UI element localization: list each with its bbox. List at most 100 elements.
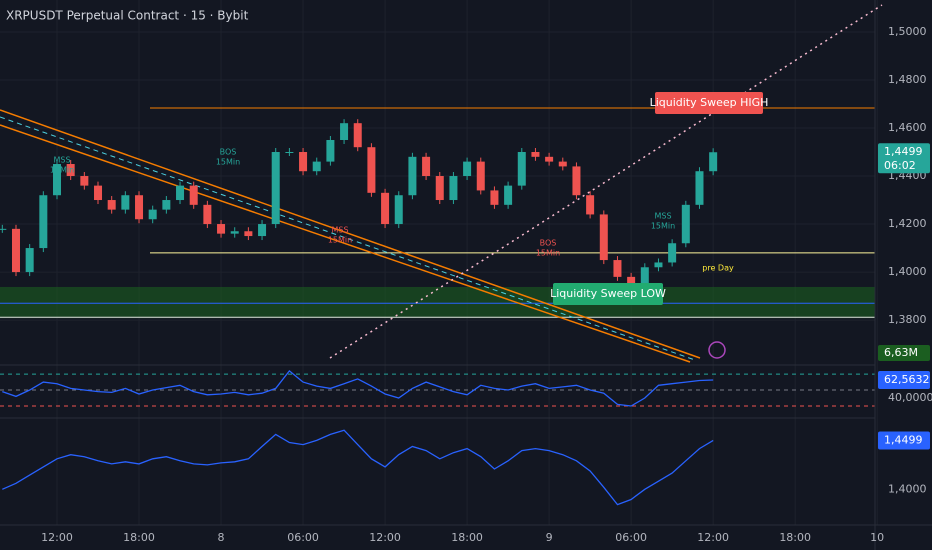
price-badge-text: 1,4499 <box>884 145 923 158</box>
candle-body <box>463 161 472 177</box>
candle-body <box>531 152 540 157</box>
candle-body <box>94 185 103 201</box>
sweep-box <box>655 92 763 114</box>
candle-body <box>449 176 458 201</box>
candle-body <box>709 152 718 172</box>
volume-badge <box>878 345 930 361</box>
candle-body <box>422 156 431 177</box>
y-tick-label: 1,3800 <box>888 313 927 326</box>
x-tick-label: 18:00 <box>123 531 155 544</box>
annotation: MSS <box>654 212 671 221</box>
annotation: 15Min <box>50 166 74 175</box>
candle-body <box>558 161 567 167</box>
labels: 12:00 18:00 8 06:00 12:00 18:00 9 06:00 12:00 18:… <box>41 25 932 544</box>
annotation: pre Day <box>702 264 734 273</box>
candle-body <box>504 185 513 205</box>
candle-body <box>668 243 677 263</box>
y-tick-label: 1,4800 <box>888 73 927 86</box>
volume-label: 6,63M <box>884 346 918 359</box>
annotation: BOS <box>220 148 237 157</box>
candle-body <box>148 209 157 220</box>
trend-line <box>0 116 696 361</box>
annotation: MSS <box>331 226 348 235</box>
candle-body <box>53 164 62 196</box>
x-tick-label: 10 <box>870 531 884 544</box>
chart-title: XRPUSDT Perpetual Contract · 15 · Bybit <box>6 9 249 23</box>
candle-body <box>517 152 526 186</box>
candle-body <box>435 176 444 201</box>
candle-body <box>490 190 499 205</box>
candle-body <box>189 185 198 205</box>
annotation: 15Min <box>651 222 675 231</box>
annotation: 15Min <box>216 158 240 167</box>
candle-body <box>162 200 171 210</box>
candle-body <box>340 123 349 140</box>
candle-body <box>121 195 130 210</box>
candle-body <box>80 176 89 186</box>
candle-body <box>572 166 581 196</box>
annotation: BOS <box>540 239 557 248</box>
x-tick-label: 9 <box>546 531 553 544</box>
sweep-box <box>553 283 663 305</box>
candle-body <box>312 161 321 172</box>
candle-body <box>39 195 48 249</box>
y-tick-label: 1,4600 <box>888 121 927 134</box>
candle-body <box>217 224 226 234</box>
candle-body <box>11 228 20 273</box>
rsi-line <box>2 369 714 407</box>
rsi-badge-text: 62,5632 <box>884 373 930 386</box>
candle-body <box>285 152 294 154</box>
trend-line <box>0 109 701 359</box>
annotation: MSS <box>53 156 70 165</box>
annotation: 15Min <box>536 249 560 258</box>
x-tick-label: 12:00 <box>697 531 729 544</box>
candle-body <box>394 195 403 225</box>
annotation: 15Min <box>328 236 352 245</box>
candle-body <box>135 195 144 220</box>
candle-body <box>107 200 116 210</box>
candle-body <box>258 224 267 237</box>
candle-body <box>66 164 75 177</box>
candle-body <box>476 161 485 191</box>
candle-body <box>681 204 690 244</box>
lower-badge-text: 1,4499 <box>884 433 923 446</box>
candle-body <box>640 267 649 297</box>
candle-body <box>408 156 417 196</box>
candle-body <box>586 195 595 215</box>
x-tick-label: 18:00 <box>779 531 811 544</box>
marks <box>0 119 718 506</box>
x-tick-label: 06:00 <box>615 531 647 544</box>
levels <box>0 107 875 407</box>
candle-body <box>176 185 185 201</box>
candle-body <box>381 192 390 225</box>
sweep-label: Liquidity Sweep HIGH <box>650 96 769 109</box>
x-tick-label: 06:00 <box>287 531 319 544</box>
rsi-tick-label: 40,0000 <box>888 391 932 404</box>
price-badge <box>878 143 930 174</box>
x-tick-label: 12:00 <box>41 531 73 544</box>
x-tick-label: 12:00 <box>369 531 401 544</box>
lower-line <box>2 429 714 506</box>
trend-line <box>329 4 883 359</box>
y-tick-label: 1,4000 <box>888 265 927 278</box>
x-tick-label: 18:00 <box>451 531 483 544</box>
candle-body <box>545 156 554 162</box>
x-tick-label: 8 <box>218 531 225 544</box>
candle-body <box>203 204 212 225</box>
candle-body <box>326 139 335 162</box>
candle-body <box>244 231 253 237</box>
candle-body <box>271 152 280 225</box>
candle-body <box>599 214 608 261</box>
candle-body <box>0 228 7 230</box>
sweep-label: Liquidity Sweep LOW <box>550 287 666 300</box>
trend-line <box>0 124 691 363</box>
candle-body <box>25 248 34 273</box>
candle-body <box>299 152 308 172</box>
candle-body <box>613 260 622 277</box>
countdown: 06:02 <box>884 159 916 172</box>
alert-icon[interactable] <box>708 341 726 359</box>
candle-body <box>230 231 239 234</box>
y-tick-label: 1,5000 <box>888 25 927 38</box>
lower-badge <box>878 431 930 450</box>
